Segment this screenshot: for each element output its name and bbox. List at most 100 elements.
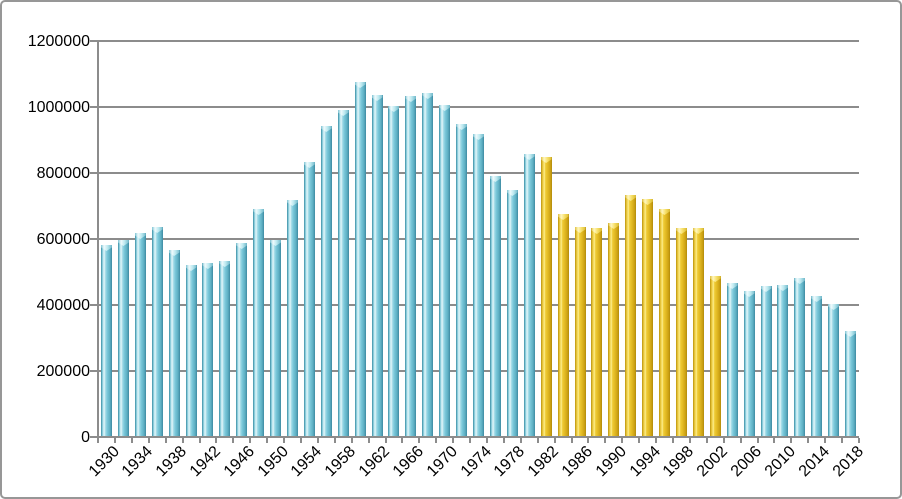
x-axis-tick <box>672 438 674 443</box>
x-axis-tick <box>198 438 201 443</box>
gridline <box>98 40 859 42</box>
bar-2006 <box>743 291 755 438</box>
y-tick-label: 800000 <box>36 165 90 182</box>
bar-cap <box>709 276 721 282</box>
y-axis-tick <box>90 370 98 372</box>
x-tick-label: 1970 <box>423 443 461 481</box>
x-axis-tick <box>469 438 471 443</box>
bar-1950 <box>270 240 282 438</box>
x-tick-label: 1930 <box>85 443 123 481</box>
x-axis-tick <box>621 438 624 443</box>
y-axis-tick <box>90 40 98 42</box>
bar-1992 <box>625 195 637 438</box>
x-axis-tick <box>181 438 184 443</box>
bar-cap <box>642 199 654 205</box>
x-axis-tick <box>824 438 827 443</box>
bar-2016 <box>828 304 840 438</box>
bar-1964 <box>388 106 400 438</box>
bar-1990 <box>608 223 620 438</box>
bar-cap <box>202 263 214 269</box>
bar-cap <box>540 157 552 163</box>
bar-1972 <box>456 124 468 438</box>
bar-1940 <box>185 265 197 438</box>
x-axis-tick <box>418 438 421 443</box>
bar-1936 <box>151 227 163 438</box>
x-tick-label: 1958 <box>322 443 360 481</box>
bar-1946 <box>236 243 248 438</box>
y-axis-tick <box>90 304 98 306</box>
x-tick-label: 1934 <box>119 443 157 481</box>
bar-1996 <box>659 209 670 438</box>
y-axis-tick <box>90 436 98 438</box>
bar-cap <box>692 228 704 234</box>
y-axis-tick <box>90 172 98 174</box>
x-axis-tick <box>316 438 319 443</box>
x-axis-tick <box>841 438 844 443</box>
bar-cap <box>354 82 366 88</box>
x-tick-label: 1978 <box>491 443 529 481</box>
bar-1968 <box>422 93 434 438</box>
x-tick-label: 1962 <box>355 443 394 481</box>
bar-1934 <box>134 233 146 438</box>
y-tick-label: 1000000 <box>27 99 90 116</box>
bar-cap <box>743 291 755 297</box>
bar-1930 <box>101 245 112 438</box>
bar-cap <box>473 134 484 140</box>
bar-cap <box>828 304 840 310</box>
x-axis-tick <box>638 438 641 443</box>
bar-cap <box>253 209 265 215</box>
x-tick-label: 2002 <box>694 443 732 481</box>
bar-2014 <box>811 296 823 438</box>
x-tick-label: 1966 <box>389 443 427 481</box>
x-axis-tick <box>283 438 285 443</box>
x-axis-tick <box>333 438 336 443</box>
bar-1956 <box>320 126 332 438</box>
x-axis-tick <box>113 438 116 443</box>
x-axis-tick <box>536 438 539 443</box>
x-tick-label: 1938 <box>152 443 191 481</box>
bar-1976 <box>489 176 501 438</box>
bar-cap <box>388 106 400 112</box>
y-tick-label: 600000 <box>36 231 90 248</box>
x-axis-tick <box>756 438 759 443</box>
bar-cap <box>608 223 620 229</box>
x-axis-tick <box>249 438 252 443</box>
bar-cap <box>726 283 738 289</box>
bar-1960 <box>354 82 366 438</box>
bar-1958 <box>337 110 349 438</box>
bar-1986 <box>574 227 586 438</box>
x-axis-tick <box>858 438 860 443</box>
x-axis-tick <box>435 438 438 443</box>
x-tick-label: 1974 <box>457 443 495 481</box>
x-tick-label: 1986 <box>558 443 597 481</box>
y-tick-label: 400000 <box>36 297 90 314</box>
x-axis-tick <box>350 438 353 443</box>
y-axis-tick <box>90 106 98 108</box>
bar-cap <box>287 200 298 206</box>
bar-1994 <box>642 199 654 438</box>
bar-cap <box>489 176 501 182</box>
bar-cap <box>760 286 772 292</box>
x-axis-tick <box>130 438 133 443</box>
x-axis-tick <box>384 438 387 443</box>
x-axis-tick <box>519 438 522 443</box>
bar-cap <box>506 190 518 196</box>
bar-cap <box>591 228 603 234</box>
bar-1984 <box>557 214 569 438</box>
x-axis-tick <box>570 438 573 443</box>
bar-1952 <box>287 200 298 438</box>
x-axis-tick <box>553 438 556 443</box>
x-axis-tick <box>97 438 99 443</box>
x-axis-tick <box>299 438 302 443</box>
x-axis-tick <box>807 438 810 443</box>
x-axis-tick <box>790 438 793 443</box>
bar-1966 <box>405 96 417 438</box>
bar-cap <box>134 233 146 239</box>
x-tick-label: 1942 <box>186 443 224 481</box>
bar-2008 <box>760 286 772 438</box>
bar-cap <box>523 154 535 160</box>
bar-cap <box>422 93 434 99</box>
bar-cap <box>557 214 569 220</box>
